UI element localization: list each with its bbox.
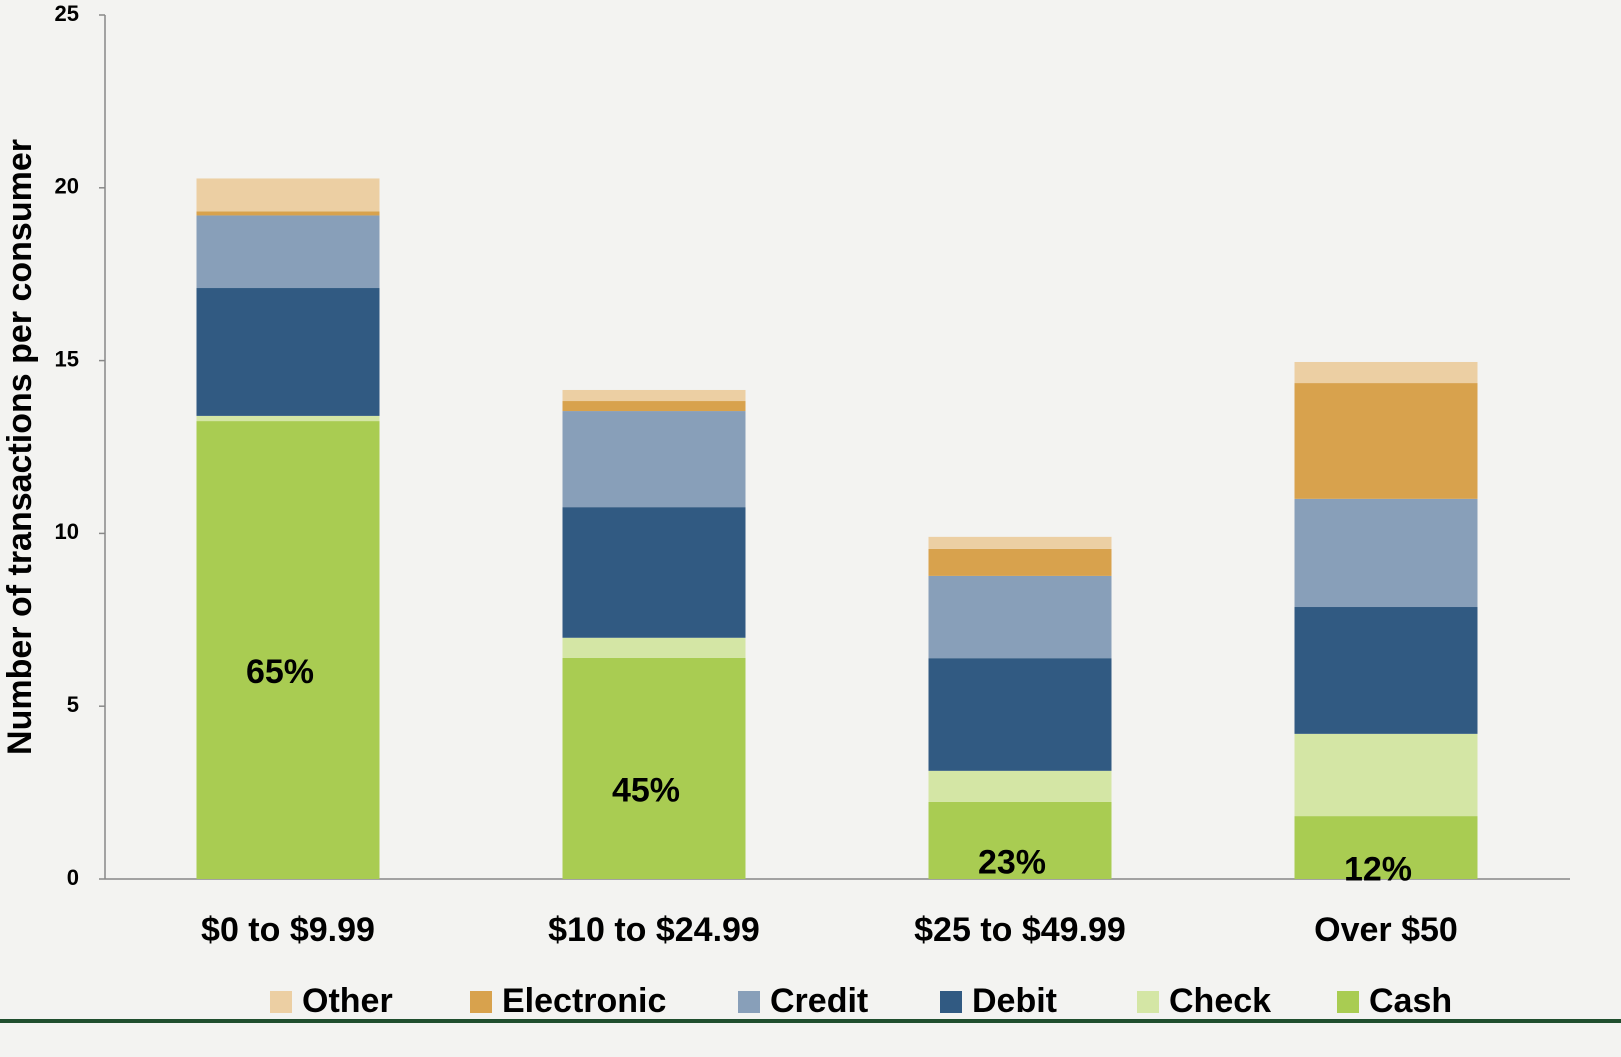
legend-swatch	[940, 991, 962, 1013]
legend-swatch	[738, 991, 760, 1013]
bar-segment	[1294, 607, 1478, 734]
bar-segment	[928, 801, 1112, 879]
bar-segment	[562, 411, 746, 508]
bar-segment	[562, 389, 746, 402]
legend-label: Credit	[770, 982, 868, 1020]
bar-annotation: 65%	[246, 653, 314, 691]
x-tick-label: $0 to $9.99	[201, 911, 375, 949]
y-axis-label: Number of transactions per consumer	[1, 139, 39, 755]
footer-bar	[0, 1019, 1621, 1023]
y-tick-label: 0	[67, 865, 79, 890]
bar-segment	[928, 575, 1112, 659]
y-tick-label: 5	[67, 692, 79, 717]
legend-swatch	[1137, 991, 1159, 1013]
x-tick-label: Over $50	[1314, 911, 1458, 949]
bar-segment	[1294, 361, 1478, 384]
y-tick-label: 20	[55, 174, 79, 199]
bar-segment	[562, 637, 746, 658]
bar-segment	[1294, 816, 1478, 879]
bar-segment	[562, 507, 746, 638]
legend-label: Other	[302, 982, 393, 1020]
bar-segment	[562, 401, 746, 412]
bar-segment	[928, 658, 1112, 771]
y-tick-label: 25	[55, 1, 79, 26]
x-tick-label: $25 to $49.99	[914, 911, 1126, 949]
x-tick-label: $10 to $24.99	[548, 911, 760, 949]
bar-segment	[196, 415, 380, 422]
legend-label: Debit	[972, 982, 1057, 1020]
bar-segment	[928, 548, 1112, 576]
bar-segment	[196, 211, 380, 216]
legend-label: Electronic	[502, 982, 666, 1020]
bar-annotation: 12%	[1344, 851, 1412, 889]
bar-segment	[1294, 383, 1478, 499]
y-tick-label: 15	[55, 346, 79, 371]
bar-segment	[196, 215, 380, 289]
y-tick-label: 10	[55, 519, 79, 544]
bar-segment	[1294, 498, 1478, 608]
legend-label: Cash	[1369, 982, 1452, 1020]
bar-annotation: 23%	[978, 843, 1046, 881]
bar-segment	[928, 536, 1112, 549]
legend-swatch	[470, 991, 492, 1013]
bar-segment	[562, 657, 746, 879]
legend-swatch	[1337, 991, 1359, 1013]
bar-annotation: 45%	[612, 771, 680, 809]
bar-segment	[928, 770, 1112, 802]
bar-segment	[1294, 733, 1478, 817]
bar-segment	[196, 421, 380, 879]
bar-segment	[196, 178, 380, 212]
bar-segment	[196, 288, 380, 416]
legend-label: Check	[1169, 982, 1271, 1020]
legend-swatch	[270, 991, 292, 1013]
